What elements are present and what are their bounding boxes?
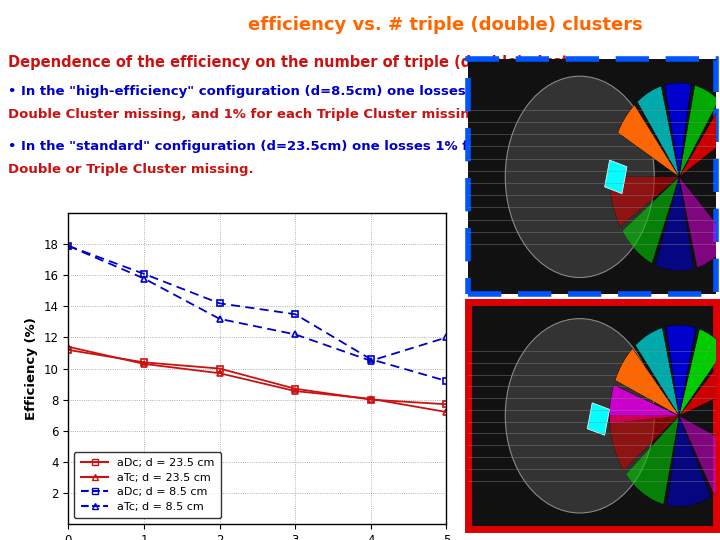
Wedge shape [615, 348, 679, 416]
Polygon shape [588, 403, 610, 435]
Wedge shape [610, 385, 679, 424]
Legend: aDc; d = 23.5 cm, aTc; d = 23.5 cm, aDc; d = 8.5 cm, aTc; d = 8.5 cm: aDc; d = 23.5 cm, aTc; d = 23.5 cm, aDc;… [74, 451, 221, 518]
Text: Double or Triple Cluster missing.: Double or Triple Cluster missing. [8, 163, 253, 176]
Text: Dependence of the efficiency on the number of triple (double) clusters: Dependence of the efficiency on the numb… [8, 55, 595, 70]
Text: efficiency vs. # triple (double) clusters: efficiency vs. # triple (double) cluster… [248, 16, 643, 34]
Wedge shape [610, 177, 679, 227]
Wedge shape [679, 103, 720, 177]
Text: • In the "standard" configuration (d=23.5cm) one losses 1% for each: • In the "standard" configuration (d=23.… [8, 140, 524, 153]
Wedge shape [679, 352, 720, 416]
Wedge shape [667, 416, 711, 507]
Wedge shape [679, 177, 720, 268]
Wedge shape [655, 177, 693, 271]
Text: Double Cluster missing, and 1% for each Triple Cluster missing.: Double Cluster missing, and 1% for each … [8, 107, 485, 121]
Wedge shape [637, 86, 679, 177]
Wedge shape [622, 177, 679, 264]
Wedge shape [679, 85, 719, 177]
Wedge shape [665, 83, 691, 177]
Circle shape [505, 76, 654, 278]
Wedge shape [626, 416, 679, 504]
Wedge shape [666, 325, 696, 416]
Wedge shape [679, 416, 720, 494]
Polygon shape [605, 160, 627, 194]
Wedge shape [618, 105, 679, 177]
Wedge shape [635, 328, 679, 416]
Text: AGATA S2' @ GSI:: AGATA S2' @ GSI: [11, 16, 192, 34]
Text: • In the "high-efficiency" configuration (d=8.5cm) one losses 2% for each: • In the "high-efficiency" configuration… [8, 85, 559, 98]
Circle shape [505, 319, 654, 513]
Wedge shape [679, 329, 720, 416]
Wedge shape [610, 416, 679, 470]
Y-axis label: Efficiency (%): Efficiency (%) [25, 317, 38, 420]
